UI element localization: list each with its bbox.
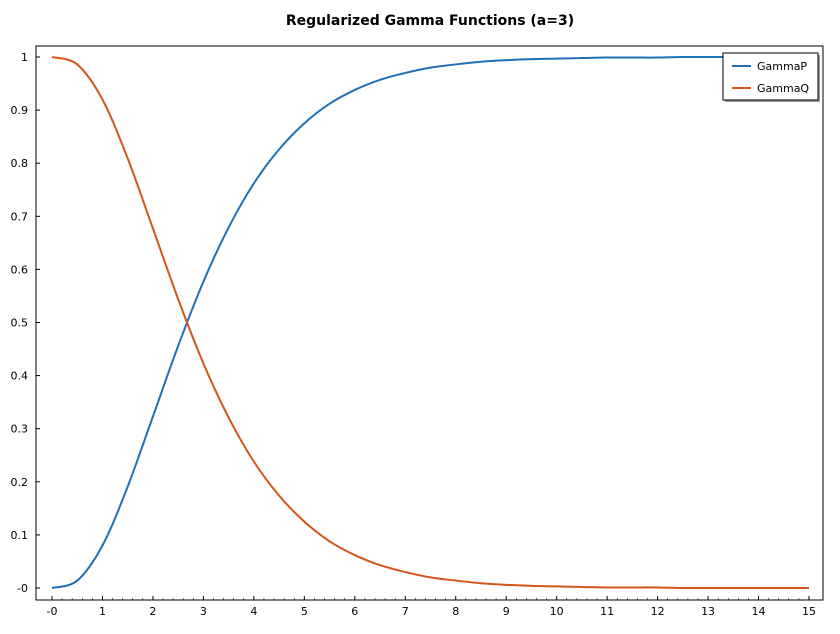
x-tick-label: 5 — [301, 605, 308, 618]
legend-box — [722, 52, 819, 101]
x-tick-label: 12 — [651, 605, 665, 618]
plot-frame — [35, 45, 824, 601]
x-tick-label: 15 — [802, 605, 816, 618]
x-tick-label: 2 — [149, 605, 156, 618]
x-tick-label: 1 — [99, 605, 106, 618]
y-tick-label: 0.4 — [11, 370, 29, 383]
legend-label: GammaP — [757, 60, 807, 73]
series-line-gammap — [51, 55, 809, 589]
x-tick-label: 6 — [351, 605, 358, 618]
legend: GammaP GammaQ — [722, 52, 820, 102]
x-axis: -0 1 2 3 4 5 6 7 8 9 10 11 12 13 14 15 — [47, 596, 816, 618]
x-tick-label: 14 — [752, 605, 766, 618]
legend-label: GammaQ — [757, 82, 809, 95]
x-tick-label: 13 — [701, 605, 715, 618]
x-tick-label: 9 — [503, 605, 510, 618]
x-tick-label: -0 — [47, 605, 58, 618]
y-tick-label: 0.1 — [11, 529, 29, 542]
y-axis: -0 0.1 0.2 0.3 0.4 0.5 0.6 0.7 0.8 0.9 1 — [11, 51, 40, 595]
x-tick-label: 10 — [550, 605, 564, 618]
y-tick-label: 0.5 — [11, 317, 29, 330]
y-tick-label: 0.6 — [11, 263, 29, 276]
y-tick-label: 0.2 — [11, 476, 29, 489]
x-tick-label: 3 — [200, 605, 207, 618]
series-line-gammaq — [51, 56, 809, 590]
y-tick-label: 1 — [21, 51, 28, 64]
chart-title: Regularized Gamma Functions (a=3) — [286, 13, 574, 29]
y-tick-label: 0.3 — [11, 423, 29, 436]
y-tick-label: -0 — [17, 582, 28, 595]
y-tick-label: 0.7 — [11, 210, 29, 223]
x-tick-label: 8 — [452, 605, 459, 618]
y-tick-label: 0.9 — [11, 104, 29, 117]
x-tick-label: 7 — [402, 605, 409, 618]
x-tick-label: 4 — [250, 605, 257, 618]
series-layer — [51, 55, 809, 590]
x-tick-label: 11 — [600, 605, 614, 618]
y-tick-label: 0.8 — [11, 157, 29, 170]
